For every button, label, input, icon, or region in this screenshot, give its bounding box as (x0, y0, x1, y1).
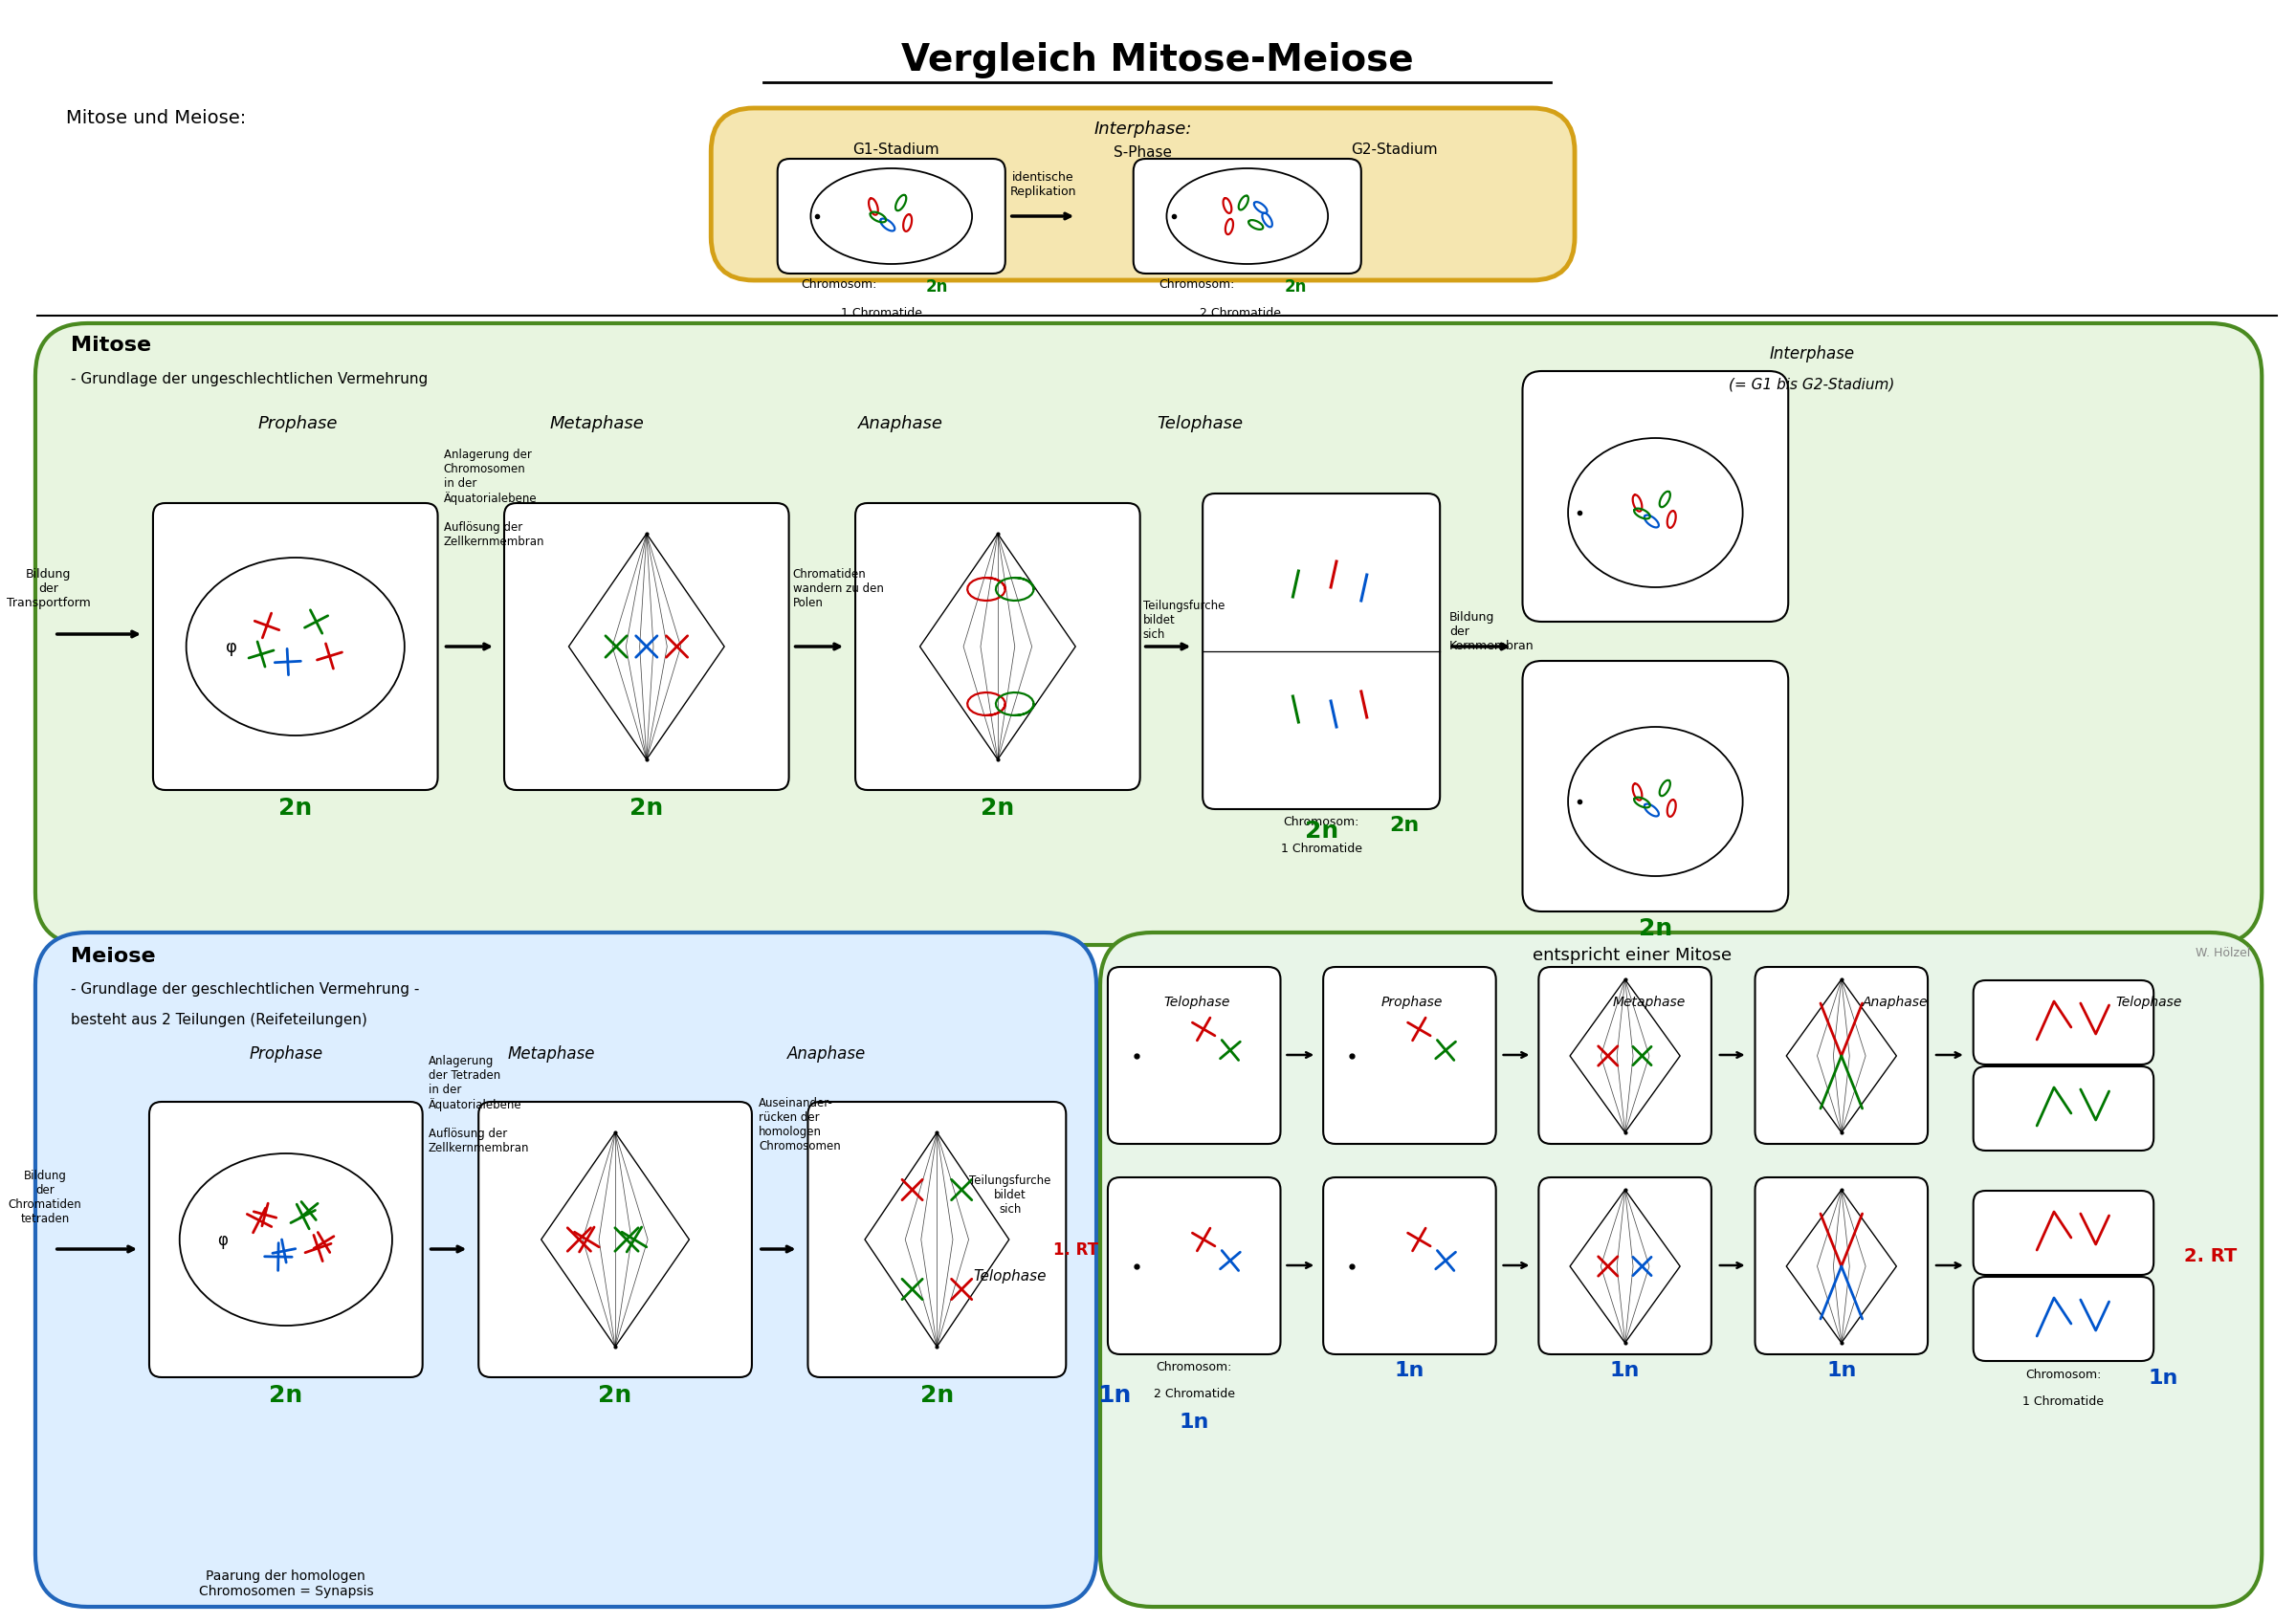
FancyBboxPatch shape (1203, 494, 1440, 810)
Text: Chromosom:: Chromosom: (1283, 815, 1359, 828)
Text: Anaphase: Anaphase (788, 1044, 866, 1062)
FancyBboxPatch shape (1538, 1177, 1711, 1354)
Text: Vergleich Mitose-Meiose: Vergleich Mitose-Meiose (900, 42, 1414, 78)
FancyBboxPatch shape (1972, 1276, 2154, 1361)
Text: Mitose und Meiose:: Mitose und Meiose: (67, 109, 246, 127)
Text: - Grundlage der geschlechtlichen Vermehrung -: - Grundlage der geschlechtlichen Vermehr… (71, 981, 420, 996)
FancyBboxPatch shape (478, 1103, 751, 1377)
Text: 2n: 2n (629, 796, 664, 818)
Text: Teilungsfurche
bildet
sich: Teilungsfurche bildet sich (1143, 599, 1224, 640)
Text: Telophase: Telophase (1157, 414, 1242, 432)
Text: entspricht einer Mitose: entspricht einer Mitose (1531, 947, 1731, 963)
Text: 2n: 2n (921, 1384, 953, 1406)
Text: 1 Chromatide: 1 Chromatide (840, 307, 923, 320)
Text: Paarung der homologen
Chromosomen = Synapsis: Paarung der homologen Chromosomen = Syna… (197, 1569, 374, 1598)
FancyBboxPatch shape (1107, 1177, 1281, 1354)
Text: Chromosom:: Chromosom: (801, 278, 877, 291)
FancyBboxPatch shape (1134, 159, 1362, 274)
Text: Telophase: Telophase (1164, 996, 1231, 1009)
Text: 2n: 2n (925, 278, 948, 296)
FancyBboxPatch shape (778, 159, 1006, 274)
Text: Metaphase: Metaphase (549, 414, 645, 432)
FancyBboxPatch shape (1972, 1067, 2154, 1151)
Text: Anlagerung der
Chromosomen
in der
Äquatorialebene

Auflösung der
Zellkernmembran: Anlagerung der Chromosomen in der Äquato… (443, 448, 544, 547)
FancyBboxPatch shape (149, 1103, 422, 1377)
Text: Bildung
der
Transportform: Bildung der Transportform (7, 568, 90, 609)
Text: Interphase: Interphase (1770, 344, 1855, 362)
FancyBboxPatch shape (1322, 968, 1497, 1145)
Text: 2n: 2n (278, 796, 312, 818)
FancyBboxPatch shape (1107, 968, 1281, 1145)
Text: Prophase: Prophase (248, 1044, 324, 1062)
Text: Bildung
der
Chromatiden
tetraden: Bildung der Chromatiden tetraden (9, 1169, 83, 1224)
Text: φ: φ (225, 638, 236, 656)
Text: Anaphase: Anaphase (859, 414, 944, 432)
Text: Metaphase: Metaphase (507, 1044, 595, 1062)
Text: Anlagerung
der Tetraden
in der
Äquatorialebene

Auflösung der
Zellkernmembran: Anlagerung der Tetraden in der Äquatoria… (429, 1054, 528, 1155)
FancyBboxPatch shape (1972, 1190, 2154, 1275)
Text: 2 Chromatide: 2 Chromatide (1153, 1387, 1235, 1400)
Text: 2n: 2n (1389, 815, 1419, 835)
Text: Chromatiden
wandern zu den
Polen: Chromatiden wandern zu den Polen (792, 568, 884, 609)
FancyBboxPatch shape (1754, 1177, 1929, 1354)
Text: 1n: 1n (1180, 1411, 1210, 1431)
Text: Chromosom:: Chromosom: (1159, 278, 1235, 291)
Text: (= G1 bis G2-Stadium): (= G1 bis G2-Stadium) (1729, 377, 1894, 391)
Text: Meiose: Meiose (71, 947, 156, 965)
Text: 2n: 2n (1304, 818, 1339, 843)
FancyBboxPatch shape (856, 503, 1141, 791)
Text: Prophase: Prophase (1380, 996, 1442, 1009)
Text: Metaphase: Metaphase (1612, 996, 1685, 1009)
Text: 2n: 2n (1639, 916, 1671, 940)
FancyBboxPatch shape (1538, 968, 1711, 1145)
Text: Telophase: Telophase (974, 1268, 1047, 1283)
Text: 1n: 1n (1825, 1361, 1857, 1379)
Text: Interphase:: Interphase: (1093, 120, 1192, 138)
Text: - Grundlage der ungeschlechtlichen Vermehrung: - Grundlage der ungeschlechtlichen Verme… (71, 372, 427, 387)
FancyBboxPatch shape (1754, 968, 1929, 1145)
Text: 2 Chromatide: 2 Chromatide (1201, 307, 1281, 320)
FancyBboxPatch shape (1322, 1177, 1497, 1354)
Text: besteht aus 2 Teilungen (Reifeteilungen): besteht aus 2 Teilungen (Reifeteilungen) (71, 1012, 367, 1026)
FancyBboxPatch shape (1100, 932, 2262, 1606)
FancyBboxPatch shape (505, 503, 790, 791)
Text: identische
Replikation: identische Replikation (1010, 171, 1077, 198)
Text: W. Hölzel: W. Hölzel (2195, 947, 2250, 958)
Text: 2n: 2n (269, 1384, 303, 1406)
Text: 1. RT: 1. RT (1054, 1241, 1097, 1259)
Text: Teilungsfurche
bildet
sich: Teilungsfurche bildet sich (969, 1174, 1052, 1215)
Text: 1n: 1n (1609, 1361, 1639, 1379)
FancyBboxPatch shape (34, 325, 2262, 945)
Text: 2n: 2n (599, 1384, 631, 1406)
FancyBboxPatch shape (1522, 661, 1789, 913)
Text: S-Phase: S-Phase (1114, 145, 1171, 159)
Text: Prophase: Prophase (257, 414, 338, 432)
FancyBboxPatch shape (808, 1103, 1065, 1377)
Text: 1n: 1n (1394, 1361, 1424, 1379)
FancyBboxPatch shape (712, 109, 1575, 281)
Text: Chromosom:: Chromosom: (1157, 1361, 1233, 1372)
Text: 1 Chromatide: 1 Chromatide (1281, 843, 1362, 854)
FancyBboxPatch shape (1972, 981, 2154, 1065)
FancyBboxPatch shape (34, 932, 1097, 1606)
Text: 2. RT: 2. RT (2183, 1247, 2236, 1265)
Text: Bildung
der
Kernmembran: Bildung der Kernmembran (1449, 611, 1534, 651)
Text: 1n: 1n (2149, 1367, 2179, 1387)
FancyBboxPatch shape (1522, 372, 1789, 622)
Text: 2n: 2n (980, 796, 1015, 818)
Text: 1n: 1n (1097, 1384, 1132, 1406)
Text: Anaphase: Anaphase (1862, 996, 1929, 1009)
Text: Chromosom:: Chromosom: (2025, 1367, 2101, 1380)
Text: G2-Stadium: G2-Stadium (1350, 143, 1437, 158)
Text: G1-Stadium: G1-Stadium (852, 143, 939, 158)
Text: Mitose: Mitose (71, 336, 152, 354)
Text: 2n: 2n (1283, 278, 1306, 296)
Text: Telophase: Telophase (2115, 996, 2181, 1009)
Text: Auseinander-
rücken der
homologen
Chromosomen: Auseinander- rücken der homologen Chromo… (758, 1096, 840, 1151)
FancyBboxPatch shape (154, 503, 439, 791)
Text: 1 Chromatide: 1 Chromatide (2023, 1395, 2103, 1406)
Text: φ: φ (218, 1231, 227, 1249)
